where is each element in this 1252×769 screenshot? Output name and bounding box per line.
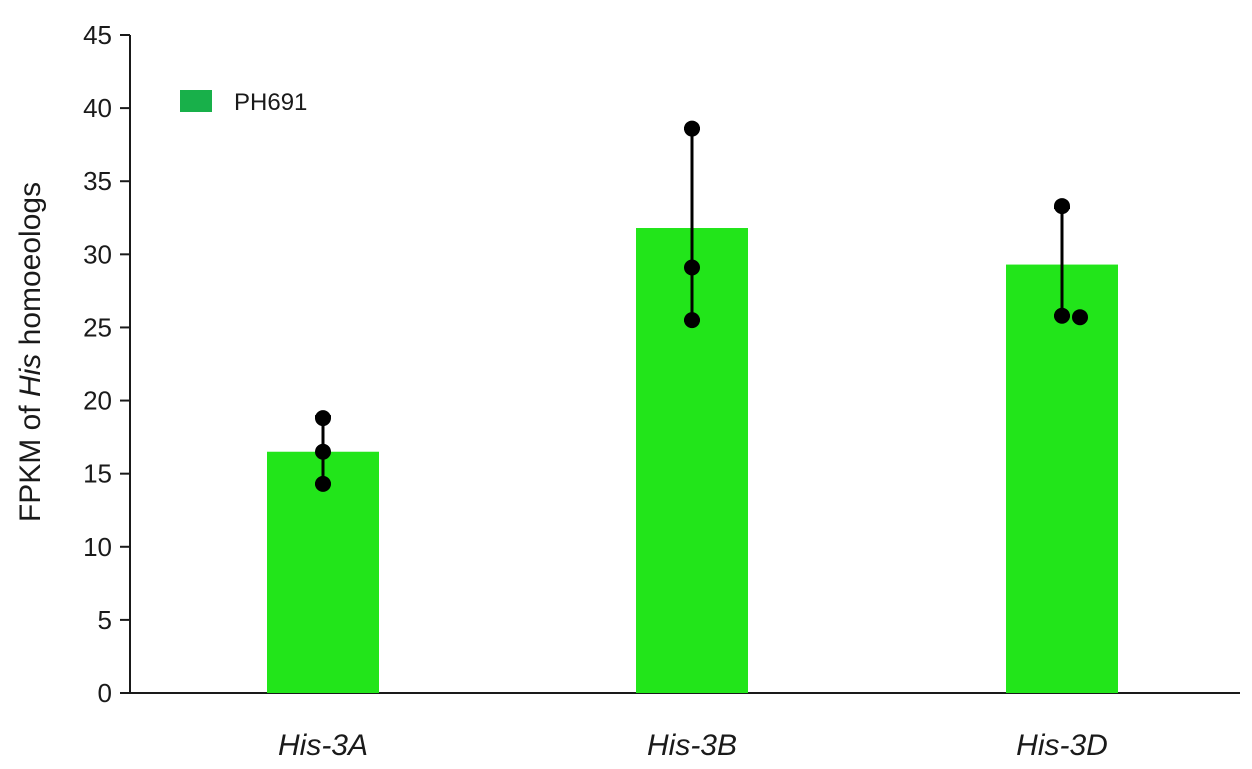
replicate-point (1054, 307, 1070, 324)
y-axis-title-suffix: homoeologs (14, 182, 47, 354)
y-tick-label: 0 (98, 678, 112, 708)
replicate-point (1054, 198, 1070, 215)
y-tick-label: 35 (83, 166, 112, 196)
legend-label: PH691 (234, 89, 307, 116)
y-tick-label: 10 (83, 532, 112, 562)
category-label-his-3d: His-3D (1016, 729, 1108, 762)
y-axis-title-prefix: FPKM of (14, 397, 47, 522)
y-tick-label: 30 (83, 239, 112, 269)
category-labels: His-3A His-3B His-3D (278, 729, 1108, 762)
category-label-his-3b: His-3B (647, 729, 737, 762)
replicate-points (315, 120, 1088, 492)
replicate-point (684, 259, 700, 276)
category-label-his-3a: His-3A (278, 729, 368, 762)
replicate-point (315, 475, 331, 492)
y-axis-title-italic: His (14, 354, 47, 397)
replicate-point (1072, 309, 1088, 326)
y-tick-label: 20 (83, 386, 112, 416)
bar-his-3a (267, 451, 379, 693)
y-tick-label: 40 (83, 93, 112, 123)
y-tick-label: 25 (83, 312, 112, 342)
replicate-point (684, 120, 700, 137)
replicate-point (315, 443, 331, 460)
legend: PH691 (180, 89, 307, 116)
y-tick-label: 15 (83, 459, 112, 489)
y-axis-title: FPKM of His homoeologs (14, 182, 47, 522)
replicate-point (684, 312, 700, 329)
y-tick-label: 45 (83, 20, 112, 50)
y-tick-label: 5 (98, 605, 112, 635)
legend-swatch (180, 90, 212, 112)
replicate-point (315, 410, 331, 427)
y-ticks: 0 5 10 15 20 25 30 35 40 45 (83, 20, 130, 708)
bar-his-3d (1006, 264, 1118, 693)
